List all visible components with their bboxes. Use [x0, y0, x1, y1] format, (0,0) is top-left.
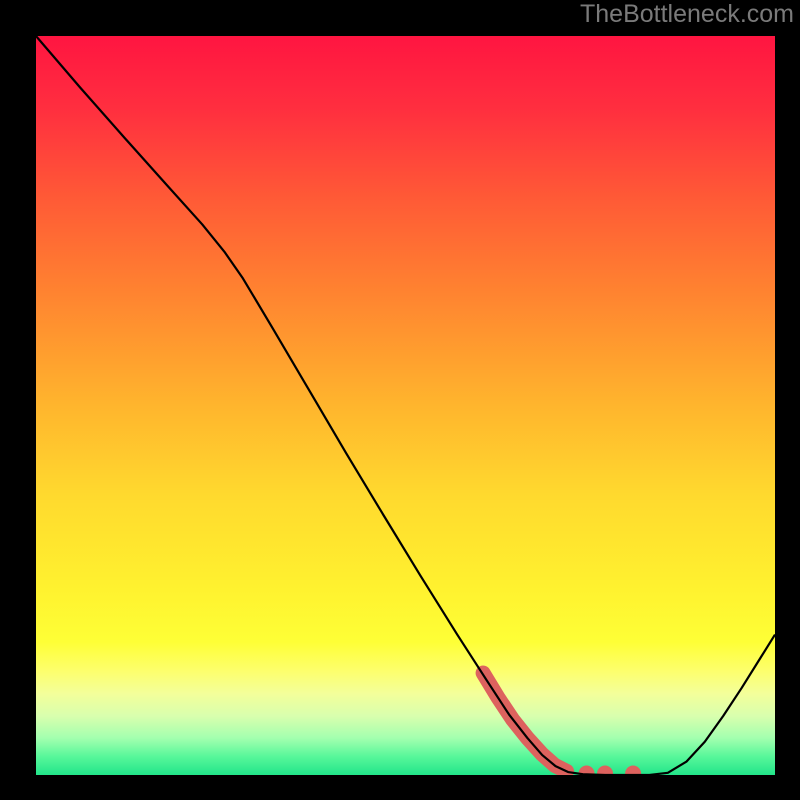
chart-root: TheBottleneck.com — [0, 0, 800, 800]
watermark-text: TheBottleneck.com — [580, 0, 794, 29]
plot-area — [36, 36, 775, 775]
chart-svg — [36, 36, 775, 775]
gradient-background — [36, 36, 775, 775]
